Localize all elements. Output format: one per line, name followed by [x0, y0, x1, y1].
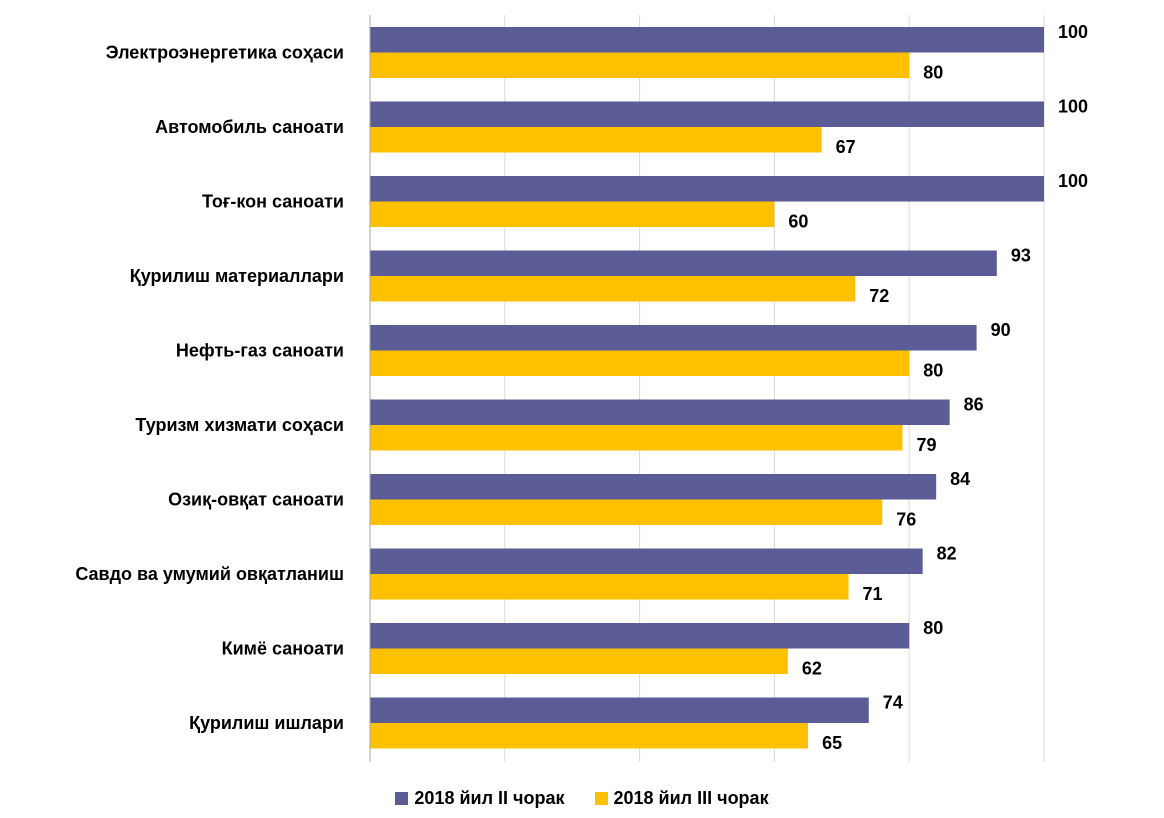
- data-label-series-1: 80: [923, 618, 943, 638]
- data-label-series-1: 84: [950, 469, 970, 489]
- data-label-series-2: 76: [896, 509, 916, 529]
- bar-series-2: [370, 648, 788, 674]
- bar-series-2: [370, 723, 809, 749]
- bar-series-2: [370, 499, 883, 525]
- data-label-series-1: 90: [991, 320, 1011, 340]
- category-label: Озиқ-овқат саноати: [168, 490, 344, 510]
- data-label-series-1: 74: [883, 692, 903, 712]
- legend-swatch-series-1: [395, 792, 409, 805]
- data-label-series-2: 65: [822, 733, 842, 753]
- category-label: Қурилиш материаллари: [130, 266, 344, 286]
- bar-series-2: [370, 52, 910, 78]
- data-label-series-1: 86: [964, 394, 984, 414]
- data-label-series-2: 80: [923, 62, 943, 82]
- bar-series-1: [370, 474, 937, 500]
- data-label-series-1: 100: [1058, 96, 1088, 116]
- bar-series-1: [370, 325, 977, 351]
- data-label-series-2: 80: [923, 360, 943, 380]
- bar-series-1: [370, 27, 1044, 53]
- bar-series-2: [370, 276, 856, 302]
- legend-label-series-2: 2018 йил III чорак: [613, 788, 769, 808]
- bar-series-1: [370, 250, 997, 276]
- data-label-series-2: 71: [863, 584, 883, 604]
- bar-series-1: [370, 623, 910, 649]
- data-label-series-1: 100: [1058, 22, 1088, 42]
- data-label-series-2: 62: [802, 658, 822, 678]
- category-label: Электроэнергетика соҳаси: [106, 43, 344, 63]
- category-label: Нефть-газ саноати: [176, 341, 344, 361]
- legend-item-series-2: 2018 йил III чорак: [594, 788, 769, 809]
- data-label-series-1: 93: [1011, 245, 1031, 265]
- bar-series-1: [370, 176, 1044, 202]
- bar-series-1: [370, 548, 923, 574]
- bar-series-2: [370, 574, 849, 600]
- bar-series-1: [370, 101, 1044, 127]
- data-label-series-2: 72: [869, 286, 889, 306]
- data-label-series-1: 82: [937, 543, 957, 563]
- category-label: Савдо ва умумий овқатланиш: [75, 564, 344, 584]
- bar-series-2: [370, 201, 775, 227]
- bar-series-2: [370, 350, 910, 376]
- category-label: Қурилиш ишлари: [189, 713, 344, 733]
- bar-series-1: [370, 697, 869, 723]
- data-label-series-1: 100: [1058, 171, 1088, 191]
- category-label: Автомобиль саноати: [155, 117, 344, 137]
- category-label: Кимё саноати: [222, 639, 344, 659]
- legend-item-series-1: 2018 йил II чорак: [395, 788, 565, 809]
- chart-legend: 2018 йил II чорак 2018 йил III чорак: [0, 788, 1164, 809]
- bar-series-1: [370, 399, 950, 425]
- bar-series-2: [370, 127, 822, 153]
- data-label-series-2: 67: [836, 137, 856, 157]
- data-label-series-2: 79: [916, 435, 936, 455]
- legend-label-series-1: 2018 йил II чорак: [414, 788, 565, 808]
- data-label-series-2: 60: [788, 211, 808, 231]
- category-label: Тоғ-кон саноати: [202, 192, 344, 212]
- bar-series-2: [370, 425, 903, 451]
- bar-chart: Электроэнергетика соҳаси 100 80 Автомобиль …: [75, 15, 1088, 762]
- legend-swatch-series-2: [594, 792, 608, 805]
- category-label: Туризм хизмати соҳаси: [135, 415, 344, 435]
